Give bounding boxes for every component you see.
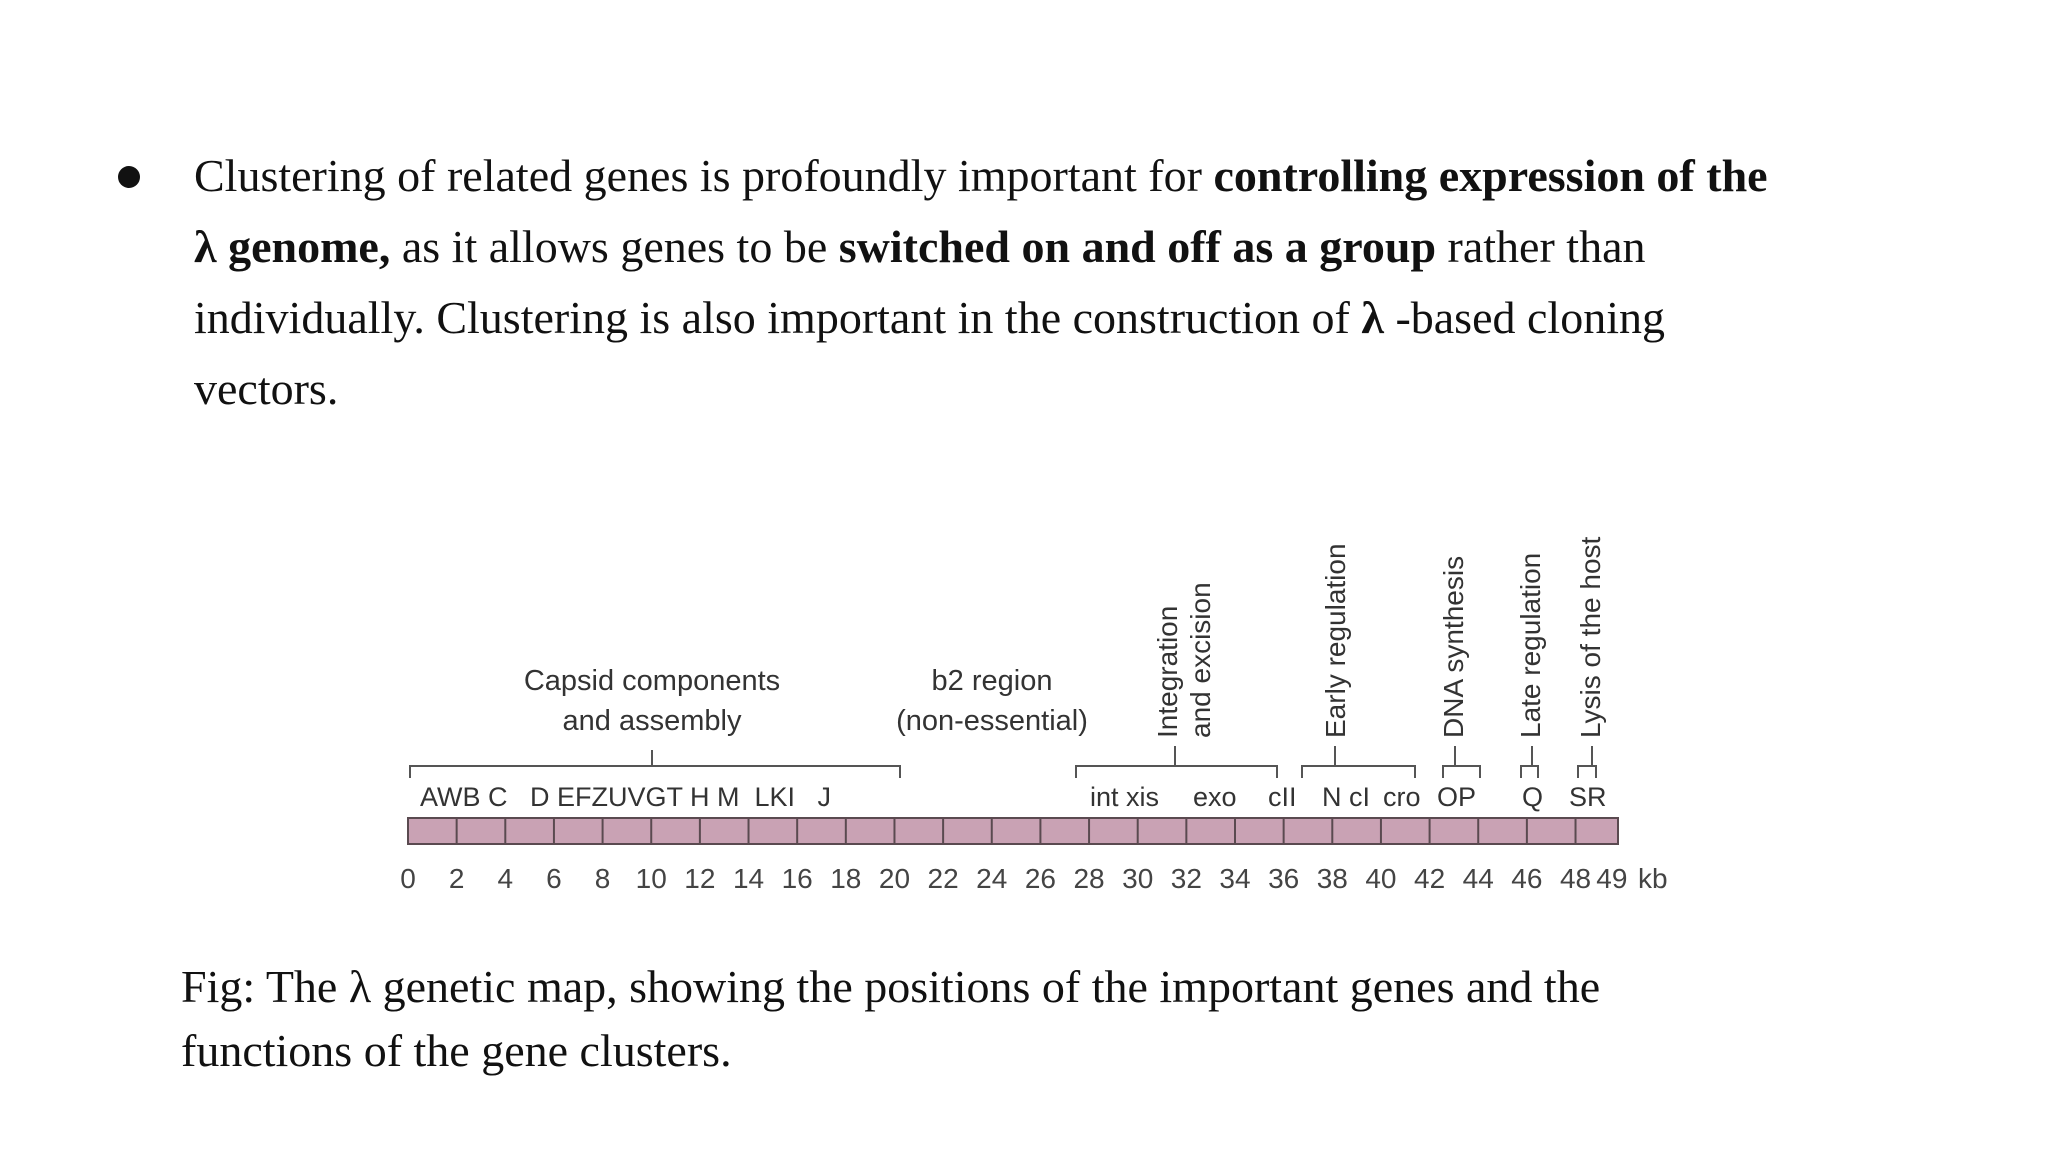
bracket-lysis [1577, 765, 1597, 778]
bullet-line3-text-b: -based cloning [1383, 292, 1665, 343]
scale-tick-label: 16 [782, 863, 813, 894]
genome-segment-ticks [455, 818, 1577, 844]
bullet-line4-text: vectors. [194, 363, 339, 414]
bullet-line1-bold: controlling expression of the [1213, 150, 1768, 201]
cluster-label-integration-1: Integration [1152, 606, 1183, 738]
scale-tick-label: 38 [1317, 863, 1348, 894]
scale-tick-label: 48 [1560, 863, 1591, 894]
cluster-label-early-regulation: Early regulation [1320, 543, 1351, 738]
scale-tick-label: 8 [595, 863, 611, 894]
scale-tick-label: 30 [1122, 863, 1153, 894]
bullet-paragraph: Clustering of related genes is profoundl… [194, 140, 1994, 424]
genome-bar [407, 817, 1619, 845]
genetic-map-svg: Capsid components and assembly b2 region… [400, 536, 1668, 894]
genes-exo-label: exo [1193, 782, 1237, 812]
scale-tick-label: 22 [928, 863, 959, 894]
cluster-brackets [409, 746, 1597, 778]
genes-N-cI-label: N cI [1322, 782, 1370, 812]
figure-caption: Fig: The λ genetic map, showing the posi… [181, 955, 1981, 1083]
scale-tick-label: 49 [1596, 863, 1627, 894]
genes-OP-label: OP [1437, 782, 1476, 812]
genes-Q-label: Q [1522, 782, 1543, 812]
genes-SR-label: SR [1569, 782, 1607, 812]
cluster-label-b2-1: b2 region [932, 665, 1053, 697]
scale-tick-label: 14 [733, 863, 764, 894]
scale-tick-label: 4 [498, 863, 514, 894]
cluster-label-b2-2: (non-essential) [896, 705, 1088, 737]
scale-tick-label: 40 [1365, 863, 1396, 894]
cluster-label-dna-synthesis: DNA synthesis [1438, 556, 1469, 738]
caption-line2: functions of the gene clusters. [181, 1025, 732, 1076]
genes-cro-label: cro [1383, 782, 1421, 812]
scale-tick-label: 42 [1414, 863, 1445, 894]
bullet-point [118, 166, 140, 188]
scale-tick-label: 18 [830, 863, 861, 894]
bullet-line3-lambda: λ [1361, 292, 1384, 343]
scale-tick-label: 46 [1511, 863, 1542, 894]
bracket-dna [1442, 765, 1481, 778]
bracket-capsid [409, 765, 901, 778]
bracket-late [1520, 765, 1539, 778]
bullet-line1-text: Clustering of related genes is profoundl… [194, 150, 1214, 201]
bullet-line2-text-a: as it allows genes to be [390, 221, 839, 272]
scale-tick-label: 0 [400, 863, 416, 894]
cluster-label-integration-2: and excision [1185, 582, 1216, 738]
scale-tick-label: 20 [879, 863, 910, 894]
scale-tick-label: 6 [546, 863, 562, 894]
cluster-label-capsid-2: and assembly [563, 705, 742, 737]
scale-tick-label: 28 [1073, 863, 1104, 894]
scale-tick-label: 36 [1268, 863, 1299, 894]
scale-tick-label: 12 [684, 863, 715, 894]
scale-tick-label: 32 [1171, 863, 1202, 894]
scale-tick-label: 10 [636, 863, 667, 894]
lambda-genetic-map: Capsid components and assembly b2 region… [380, 470, 1730, 910]
scale-tick-label: 34 [1219, 863, 1250, 894]
bracket-early [1301, 765, 1416, 778]
genes-int-xis-label: int xis [1090, 782, 1159, 812]
genes-capsid-label: AWB C D EFZUVGT H M LKI J [420, 782, 831, 812]
genes-cII-label: cII [1268, 782, 1297, 812]
scale-tick-label: 24 [976, 863, 1007, 894]
scale-labels: 0 2 4 6 8 10 12 14 16 18 20 22 24 26 28 30 32 34 36 38 40 42 4… [400, 863, 1627, 894]
scale-tick-label: 2 [449, 863, 465, 894]
bullet-line2-bold: switched on and off as a group [838, 221, 1437, 272]
cluster-label-late-regulation: Late regulation [1515, 553, 1546, 738]
scale-unit-label: kb [1638, 863, 1668, 894]
scale-tick-label: 26 [1025, 863, 1056, 894]
bullet-line3-text: individually. Clustering is also importa… [194, 292, 1362, 343]
bracket-integration [1075, 765, 1278, 778]
scale-tick-label: 44 [1463, 863, 1494, 894]
caption-line1: Fig: The λ genetic map, showing the posi… [181, 961, 1601, 1012]
cluster-label-capsid-1: Capsid components [524, 665, 780, 697]
bullet-line2-text-b: rather than [1436, 221, 1646, 272]
bullet-line2-lambda-genome: λ genome, [194, 221, 391, 272]
cluster-label-lysis: Lysis of the host [1575, 536, 1606, 738]
